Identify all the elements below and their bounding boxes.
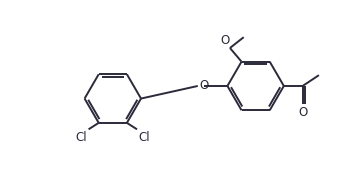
Text: O: O (298, 106, 307, 119)
Text: Cl: Cl (76, 131, 87, 144)
Text: Cl: Cl (138, 131, 150, 144)
Text: O: O (220, 34, 229, 47)
Text: O: O (199, 79, 208, 92)
